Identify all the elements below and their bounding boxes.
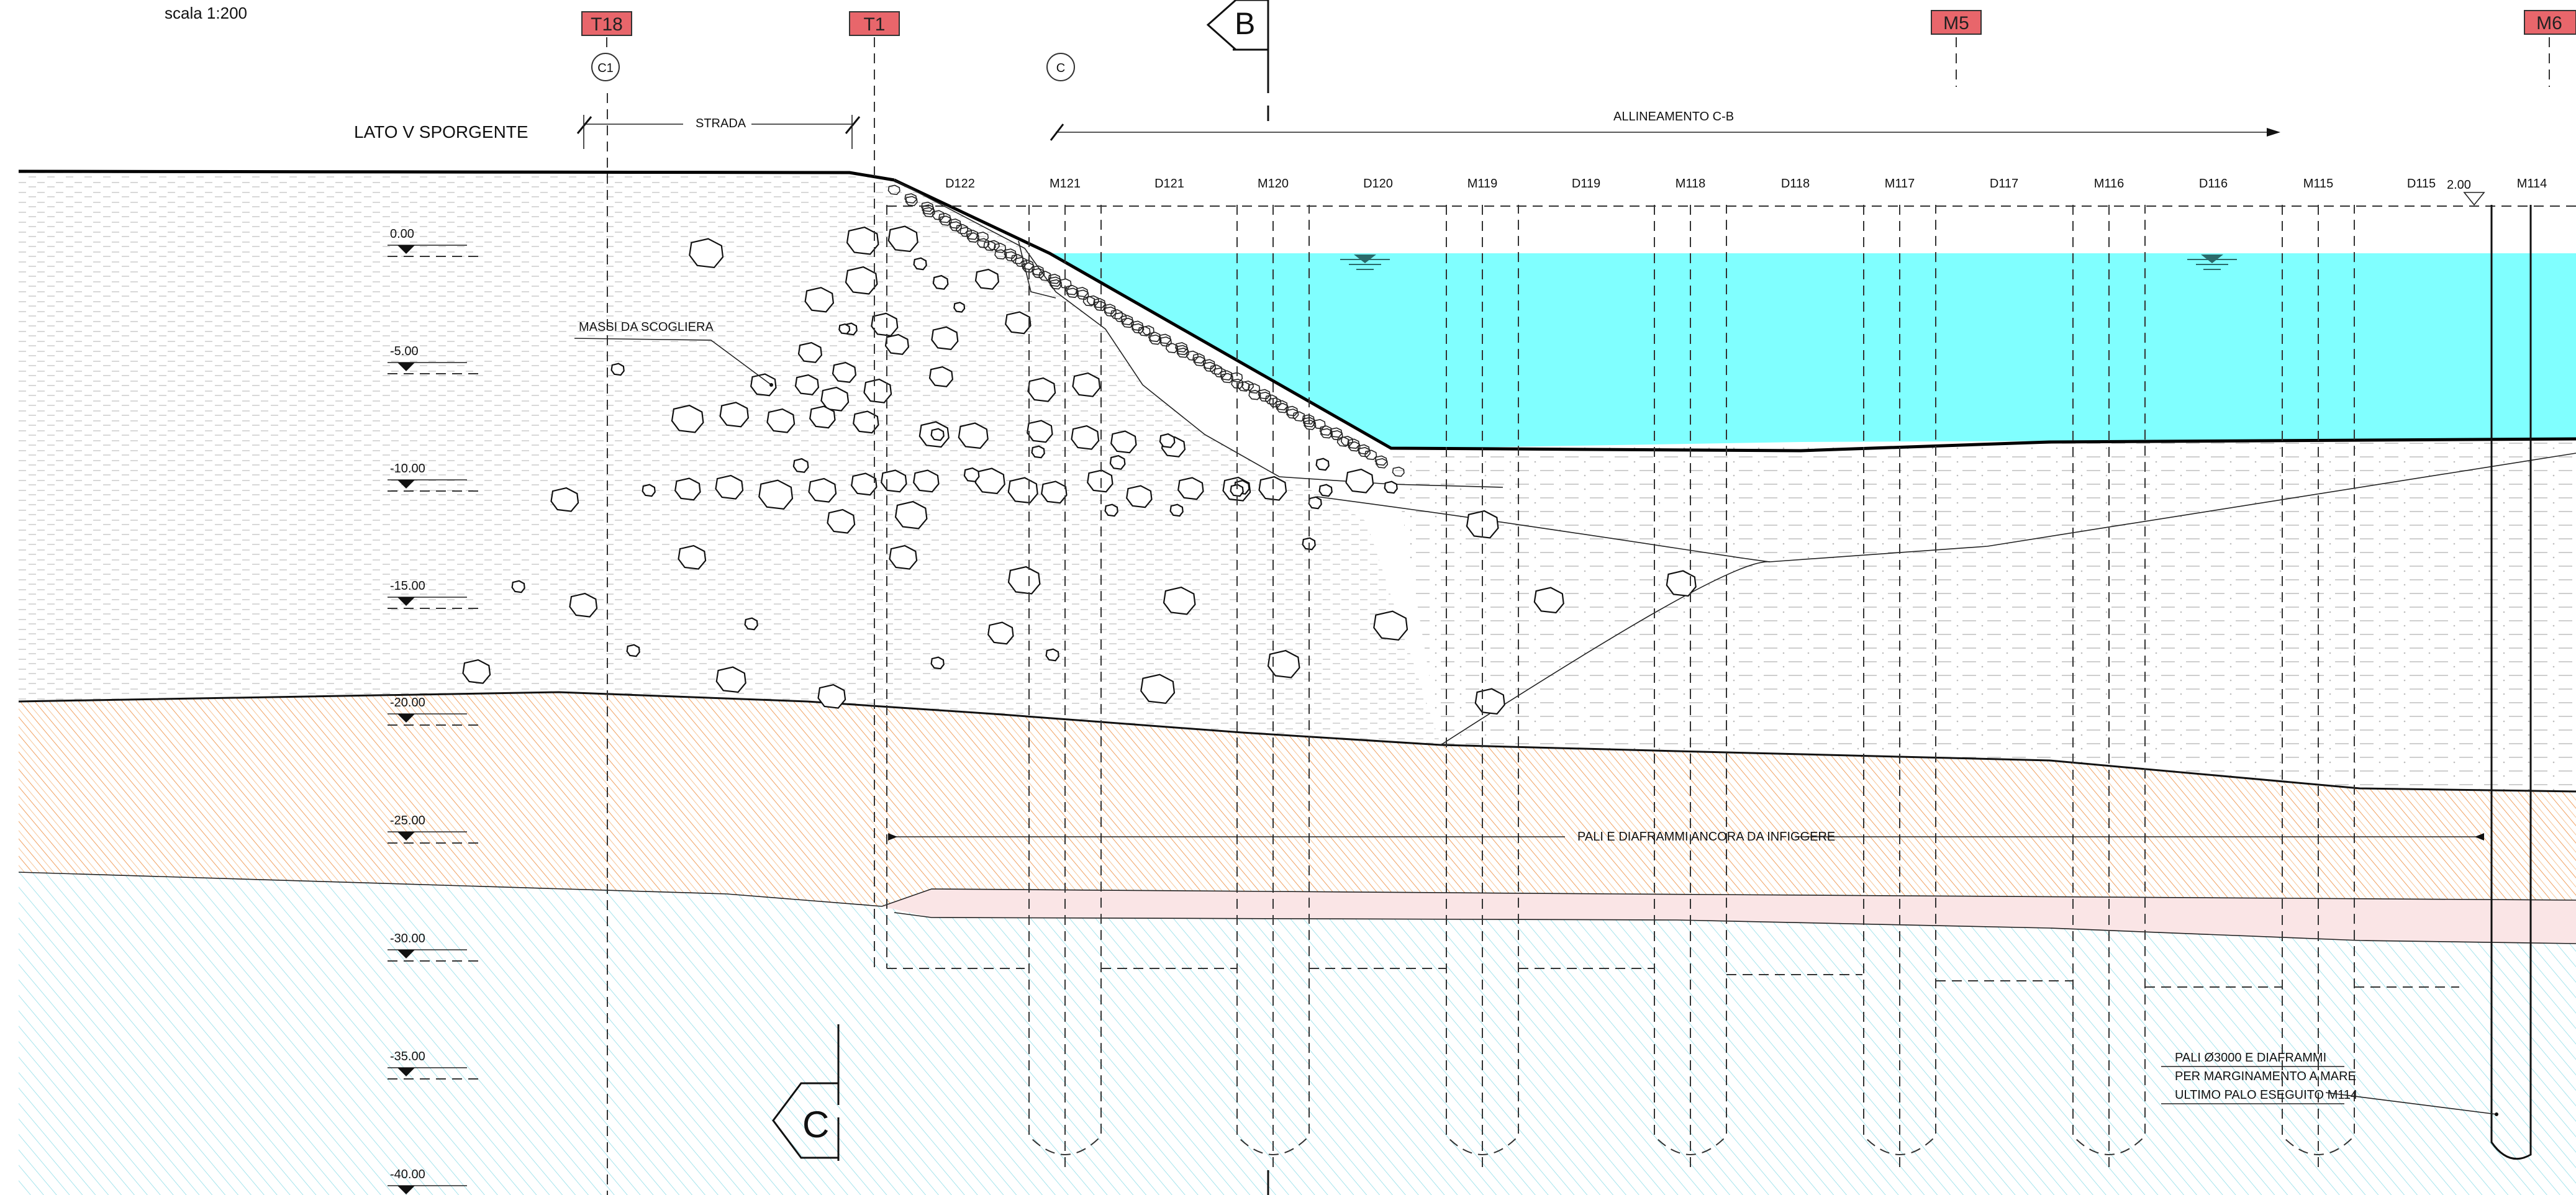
- top-elevation-label: 2.00: [2447, 178, 2471, 192]
- level-marker-0: 0.00: [388, 227, 481, 257]
- alignment-dimension: ALLINEAMENTO C-B: [1050, 110, 2280, 141]
- svg-text:T1: T1: [863, 14, 885, 35]
- clay-layer: [19, 692, 2576, 906]
- element-label-d115: D115: [2407, 177, 2436, 191]
- level-marker-7: -35.00: [388, 1050, 481, 1080]
- tag-t1: T1: [849, 11, 900, 36]
- deep-layer: [19, 872, 2576, 1195]
- piles-to-drive-label: PALI E DIAFRAMMI ANCORA DA INFIGGERE: [1577, 830, 1835, 844]
- element-label-d117: D117: [1990, 177, 2018, 191]
- tag-m6: M6: [2524, 10, 2576, 87]
- section-letter-c: C: [802, 1104, 829, 1145]
- element-label-m121: M121: [1050, 177, 1081, 191]
- element-label-m118: M118: [1676, 177, 1706, 191]
- section-marker-c: C: [772, 1024, 1269, 1195]
- level-marker-8: -40.00: [388, 1168, 467, 1194]
- level-label: -20.00: [390, 696, 425, 710]
- tag-t18: T18: [581, 11, 632, 51]
- level-label: -40.00: [390, 1168, 425, 1181]
- element-label-m117: M117: [1885, 177, 1915, 191]
- note-line-1: PALI Ø3000 E DIAFRAMMI: [2175, 1051, 2326, 1065]
- section-marker-b: B: [1206, 0, 1269, 121]
- element-label-d118: D118: [1781, 177, 1810, 191]
- section-letter-b: B: [1235, 6, 1255, 41]
- side-label: LATO V SPORGENTE: [354, 122, 528, 142]
- element-label-d119: D119: [1572, 177, 1600, 191]
- level-label: -10.00: [390, 462, 425, 476]
- rocks-label: MASSI DA SCOGLIERA: [579, 320, 714, 334]
- level-label: -35.00: [390, 1050, 425, 1063]
- svg-text:C1: C1: [597, 61, 614, 75]
- svg-text:M6: M6: [2536, 13, 2562, 34]
- level-label: -15.00: [390, 579, 425, 593]
- elevation-markers: 0.00 -5.00 -10.00 -15.00 -20.00 -25.00 -30.00 -…: [388, 227, 481, 1194]
- element-label-m116: M116: [2094, 177, 2125, 191]
- element-labels: D122 M121 D121 M120 D120 M119 D119 M118 D118 M117…: [945, 177, 2547, 191]
- element-label-m115: M115: [2303, 177, 2334, 191]
- svg-text:M5: M5: [1943, 13, 1969, 34]
- water-body: [1050, 253, 2576, 449]
- level-marker-5: -25.00: [388, 814, 481, 844]
- pink-band: [882, 889, 2576, 944]
- element-label-m120: M120: [1258, 177, 1289, 191]
- level-marker-6: -30.00: [388, 932, 481, 962]
- piles-to-drive-dimension: PALI E DIAFRAMMI ANCORA DA INFIGGERE: [888, 830, 2484, 844]
- element-label-d122: D122: [945, 177, 975, 191]
- element-label-d116: D116: [2199, 177, 2228, 191]
- element-label-d121: D121: [1154, 177, 1184, 191]
- level-marker-3: -15.00: [388, 579, 481, 609]
- level-label: 0.00: [390, 227, 414, 241]
- level-marker-4: -20.00: [388, 696, 481, 726]
- circle-marker-c1: C1: [591, 53, 620, 81]
- level-marker-2: -10.00: [388, 462, 481, 492]
- silt-layer: [1391, 441, 2576, 791]
- level-label: -30.00: [390, 932, 425, 945]
- svg-text:T18: T18: [591, 14, 623, 35]
- fill-layer: [19, 171, 1441, 745]
- element-label-m119: M119: [1467, 177, 1498, 191]
- tag-m5: M5: [1931, 10, 1982, 87]
- road-label: STRADA: [696, 117, 746, 130]
- level-label: -5.00: [390, 345, 419, 358]
- level-label: -25.00: [390, 814, 425, 827]
- circle-marker-c: C: [1046, 53, 1075, 81]
- road-dimension: STRADA: [576, 115, 861, 149]
- element-label-d120: D120: [1363, 177, 1393, 191]
- alignment-label: ALLINEAMENTO C-B: [1613, 110, 1734, 124]
- level-marker-1: -5.00: [388, 345, 481, 374]
- element-label-m114: M114: [2517, 177, 2547, 191]
- scale-label: scala 1:200: [165, 4, 247, 22]
- rocks-annotation: MASSI DA SCOGLIERA: [574, 320, 773, 387]
- note-line-2: PER MARGINAMENTO A MARE: [2175, 1070, 2356, 1083]
- note-line-3: ULTIMO PALO ESEGUITO M114: [2175, 1088, 2357, 1102]
- svg-text:C: C: [1056, 61, 1065, 75]
- piles-note: PALI Ø3000 E DIAFRAMMI PER MARGINAMENTO …: [2161, 1051, 2498, 1116]
